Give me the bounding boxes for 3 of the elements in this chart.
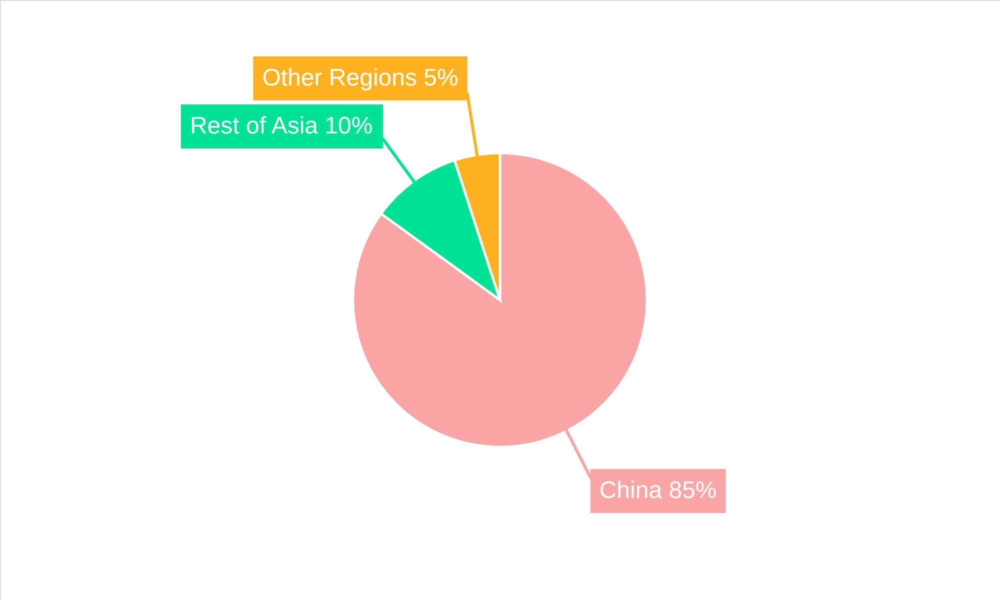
slice-label: Rest of Asia 10% — [190, 112, 373, 140]
slice-label: China 85% — [599, 477, 717, 504]
slice-label: Other Regions 5% — [262, 64, 458, 92]
